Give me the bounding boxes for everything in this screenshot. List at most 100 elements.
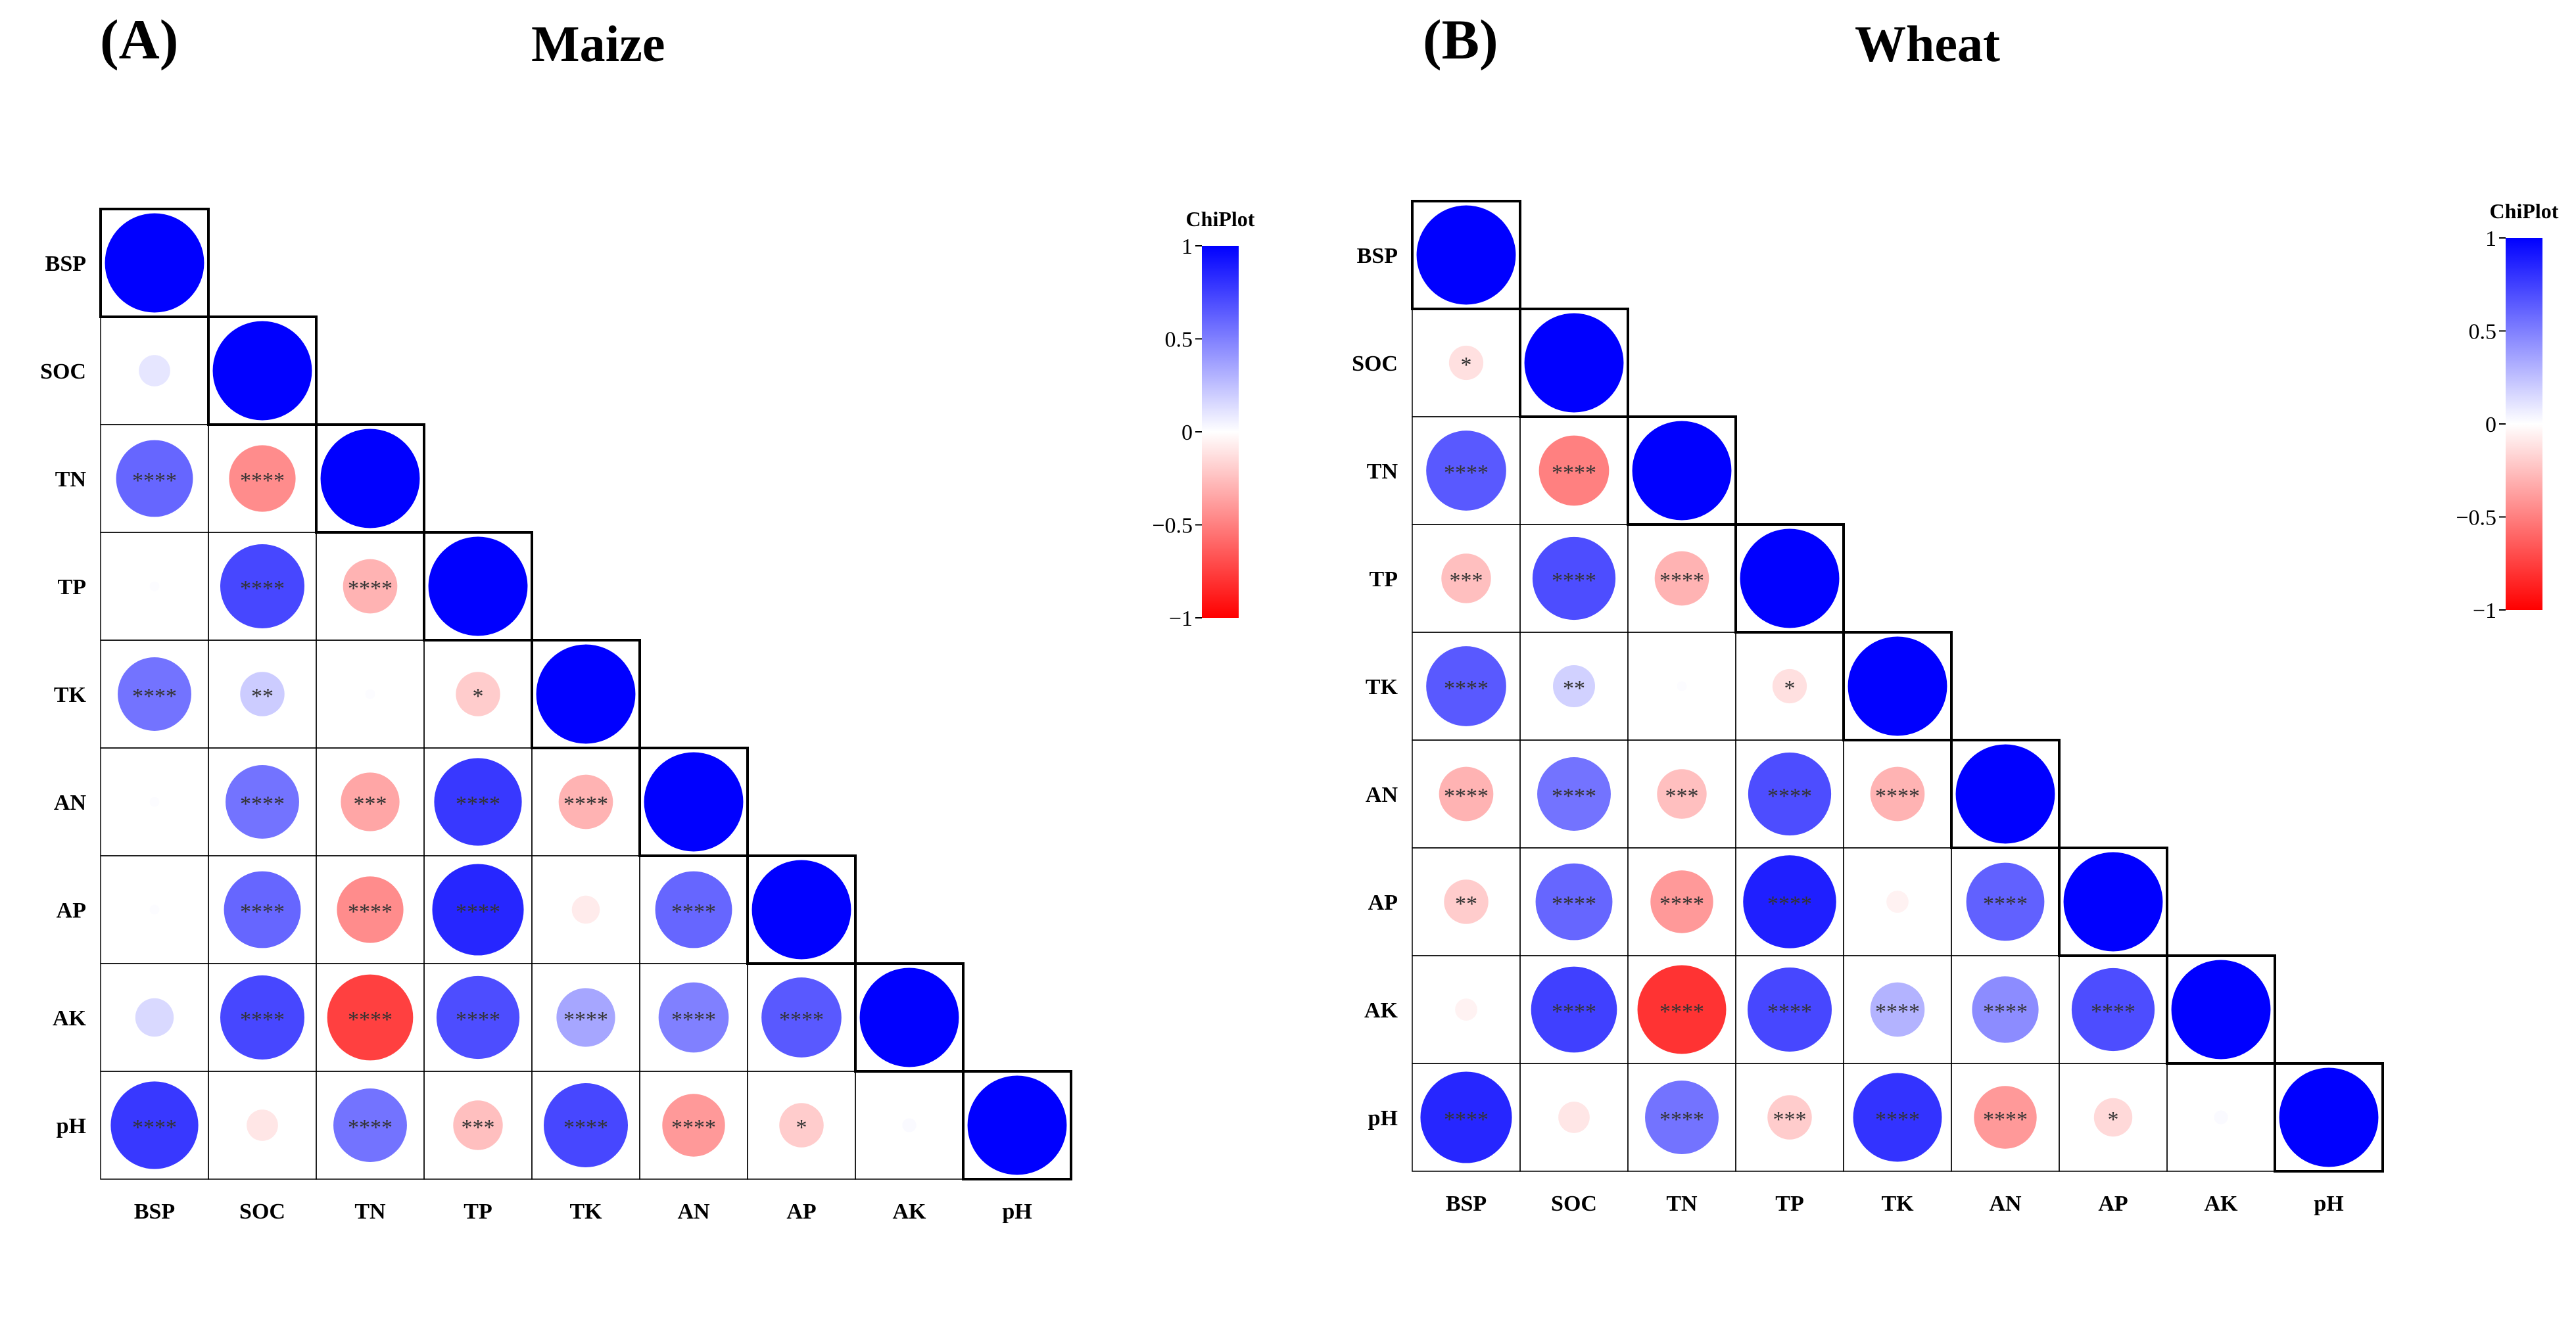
significance-label-SOC-BSP: * xyxy=(1461,353,1472,377)
significance-label-TK-BSP: **** xyxy=(1444,676,1489,701)
significance-label-AK-TK: **** xyxy=(1875,1000,1920,1024)
corr-circle-pH-TN xyxy=(1645,1081,1719,1154)
corr-circle-AN-BSP xyxy=(149,797,160,807)
significance-label-TK-TP: * xyxy=(1784,676,1796,701)
corr-circle-TP-BSP xyxy=(149,581,160,592)
corr-circle-TN-TN xyxy=(320,429,420,528)
row-label-TN: TN xyxy=(1367,459,1398,484)
significance-label-TK-SOC: ** xyxy=(251,684,274,709)
corr-circle-AP-AP xyxy=(751,860,851,960)
significance-label-pH-TN: **** xyxy=(348,1115,393,1140)
corr-circle-pH-BSP xyxy=(110,1081,199,1169)
significance-label-AN-TN: *** xyxy=(354,792,387,816)
row-label-AN: AN xyxy=(54,791,87,815)
legend-color-bar xyxy=(1202,246,1239,618)
corr-circle-AN-TN xyxy=(1657,769,1707,819)
col-label-AN: AN xyxy=(1989,1192,2022,1216)
corr-circle-TK-TP xyxy=(456,672,500,716)
significance-label-pH-AN: **** xyxy=(671,1115,716,1140)
corr-circle-AN-AN xyxy=(644,752,744,852)
corr-circle-TP-TN xyxy=(1654,551,1709,606)
corr-circle-pH-SOC xyxy=(247,1109,278,1141)
significance-label-TP-SOC: **** xyxy=(1552,569,1596,593)
row-label-AN: AN xyxy=(1366,783,1398,807)
corr-circle-BSP-BSP xyxy=(1416,205,1516,305)
col-label-BSP: BSP xyxy=(134,1200,175,1224)
significance-label-pH-TK: **** xyxy=(1875,1108,1920,1132)
col-label-TN: TN xyxy=(354,1200,386,1224)
significance-label-TK-BSP: **** xyxy=(132,684,177,709)
corr-circle-SOC-BSP xyxy=(1448,345,1484,381)
legend-tick-label: 0.5 xyxy=(2469,320,2497,344)
corr-circle-AK-TN xyxy=(1637,965,1727,1054)
significance-label-AN-TK: **** xyxy=(1875,784,1920,808)
cell-pH-pH xyxy=(2274,1062,2384,1173)
corr-circle-pH-pH xyxy=(2279,1067,2379,1167)
panel-wheat: (B) Wheat BSP BSP * SOC SOC **** **** TN TN *** **… xyxy=(1288,0,2576,1329)
significance-label-AK-SOC: **** xyxy=(240,1008,285,1032)
row-label-TK: TK xyxy=(1366,675,1398,699)
col-label-AP: AP xyxy=(786,1200,816,1224)
significance-label-AK-AN: **** xyxy=(1983,1000,2028,1024)
row-label-AP: AP xyxy=(57,898,86,923)
significance-label-AP-TP: **** xyxy=(456,900,500,924)
significance-label-AK-AP: **** xyxy=(2091,1000,2135,1024)
corr-circle-TN-TN xyxy=(1632,421,1732,521)
col-label-AN: AN xyxy=(677,1200,710,1224)
corr-circle-AN-TP xyxy=(434,758,522,846)
corr-circle-AP-TN xyxy=(1650,870,1713,933)
col-label-AK: AK xyxy=(893,1200,927,1224)
corr-circle-AP-AN xyxy=(1966,862,2045,941)
legend-title: ChiPlot xyxy=(2490,199,2559,223)
significance-label-AP-TN: **** xyxy=(1659,892,1704,916)
significance-label-pH-TK: **** xyxy=(563,1115,608,1140)
corr-circle-AP-TP xyxy=(432,864,524,956)
significance-label-AN-TP: **** xyxy=(1767,784,1812,808)
corr-circle-TK-SOC xyxy=(240,672,285,716)
significance-label-AN-TN: *** xyxy=(1665,784,1699,808)
corr-circle-TN-SOC xyxy=(1538,435,1610,506)
corr-circle-AN-TK xyxy=(1870,766,1925,822)
corr-circle-AK-TK xyxy=(1870,982,1925,1037)
col-label-TP: TP xyxy=(464,1200,492,1224)
legend-color-bar xyxy=(2506,238,2542,610)
corr-circle-AK-AN xyxy=(1972,976,2039,1043)
corr-circle-TP-TP xyxy=(1740,528,1840,628)
corr-circle-TK-TN xyxy=(1677,681,1687,691)
significance-label-AK-TN: **** xyxy=(348,1008,393,1032)
significance-label-AN-SOC: **** xyxy=(1552,784,1596,808)
significance-label-TN-SOC: **** xyxy=(240,469,285,493)
corr-circle-pH-TP xyxy=(1767,1095,1812,1140)
corr-circle-TK-TN xyxy=(365,689,375,699)
significance-label-pH-BSP: **** xyxy=(1444,1108,1489,1132)
legend-tick-label: 0 xyxy=(2485,413,2496,437)
corr-circle-AP-AP xyxy=(2063,852,2163,952)
corr-circle-TP-SOC xyxy=(220,544,305,629)
panel-title-wheat: Wheat xyxy=(1855,15,2000,72)
corr-circle-TK-SOC xyxy=(1552,664,1596,708)
significance-label-AK-TN: **** xyxy=(1659,1000,1704,1024)
corr-circle-TP-TN xyxy=(343,559,398,614)
corr-circle-AP-BSP xyxy=(149,904,160,915)
significance-label-TK-TP: * xyxy=(473,684,484,709)
corr-circle-AN-BSP xyxy=(1439,766,1494,822)
corr-circle-AN-SOC xyxy=(226,765,299,839)
legend-tick-label: 0.5 xyxy=(1165,328,1193,352)
legend-tick-label: 1 xyxy=(1181,235,1193,259)
significance-label-AK-TK: **** xyxy=(563,1008,608,1032)
corr-circle-AP-TK xyxy=(571,895,600,924)
row-label-AK: AK xyxy=(53,1006,87,1031)
corr-circle-TK-BSP xyxy=(1426,646,1506,726)
corr-circle-AN-TN xyxy=(341,772,400,831)
corr-circle-SOC-SOC xyxy=(1524,313,1624,413)
significance-label-pH-BSP: **** xyxy=(132,1115,177,1140)
significance-label-AP-SOC: **** xyxy=(240,900,285,924)
corr-circle-TK-TK xyxy=(1848,636,1947,736)
row-label-pH: pH xyxy=(1368,1106,1398,1131)
row-label-TP: TP xyxy=(58,575,86,599)
corr-circle-BSP-BSP xyxy=(105,213,204,313)
corr-circle-AP-TK xyxy=(1886,891,1909,913)
corr-circle-pH-TN xyxy=(333,1088,407,1162)
corr-circle-TN-BSP xyxy=(1426,431,1506,511)
significance-label-AP-AN: **** xyxy=(1983,892,2028,916)
